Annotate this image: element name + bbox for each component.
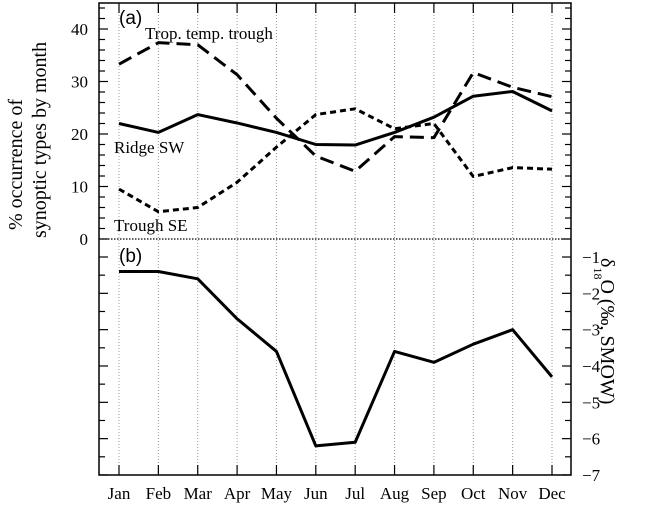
x-tick-label: Oct (461, 484, 486, 503)
series-line-a (118, 89, 553, 147)
tick-labels: 0 10 20 30 40 −1 −2 −3 −4 −5 −6 −7 Jan Feb Mar Apr May Ju… (71, 20, 601, 503)
data-series (118, 41, 554, 448)
y-tick-label-b: −6 (582, 430, 600, 449)
axes-frame (98, 2, 572, 476)
x-tick-label: Jan (108, 484, 131, 503)
series-line-a (118, 41, 553, 173)
y-tick-label-a: 10 (71, 178, 88, 197)
y-axis-title-a: % occurrence of synoptic types by month (5, 42, 51, 238)
y-tick-label-b: −5 (582, 393, 600, 412)
y-axis-title-a-line2: synoptic types by month (29, 42, 51, 238)
x-tick-label: Feb (146, 484, 172, 503)
y-axis-title-a-line1: % occurrence of (5, 99, 27, 230)
y-tick-label-a: 30 (71, 73, 88, 92)
series-line-b (119, 270, 554, 448)
x-tick-label: Jun (304, 484, 328, 503)
y-tick-label-b: −2 (582, 284, 600, 303)
y-tick-label-b: −1 (582, 248, 600, 267)
y-tick-label-a: 0 (80, 230, 89, 249)
series-label-trop-temp-trough: Trop. temp. trough (145, 24, 273, 43)
series-label-trough-se: Trough SE (114, 216, 188, 235)
x-tick-label: May (261, 484, 293, 503)
x-tick-label: Mar (184, 484, 213, 503)
axes-box (98, 2, 572, 476)
x-tick-label: Dec (538, 484, 566, 503)
month-gridlines (99, 3, 571, 475)
x-tick-label: Nov (498, 484, 528, 503)
y-tick-label-b: −3 (582, 321, 600, 340)
x-tick-label: Aug (380, 484, 410, 503)
x-tick-label: Jul (345, 484, 365, 503)
y-axis-title-b-delta: δ (596, 258, 618, 267)
series-line-a (118, 107, 553, 214)
y-tick-label-a: 40 (71, 20, 88, 39)
x-tick-label: Apr (224, 484, 251, 503)
y-tick-label-b: −4 (582, 357, 601, 376)
y-tick-label-a: 20 (71, 125, 88, 144)
y-axis-title-b-rest: O (‰, SMOW) (596, 279, 618, 404)
series-label-ridge-sw: Ridge SW (114, 138, 185, 157)
y-axis-title-b-sup: 18 (591, 267, 605, 279)
x-tick-label: Sep (421, 484, 447, 503)
panel-a-label: (a) (119, 8, 142, 29)
panel-b-label: (b) (119, 246, 142, 267)
y-tick-label-b: −7 (582, 466, 601, 485)
axis-ticks (99, 3, 571, 476)
y-axis-title-b: δ18O (‰, SMOW) (591, 258, 618, 404)
